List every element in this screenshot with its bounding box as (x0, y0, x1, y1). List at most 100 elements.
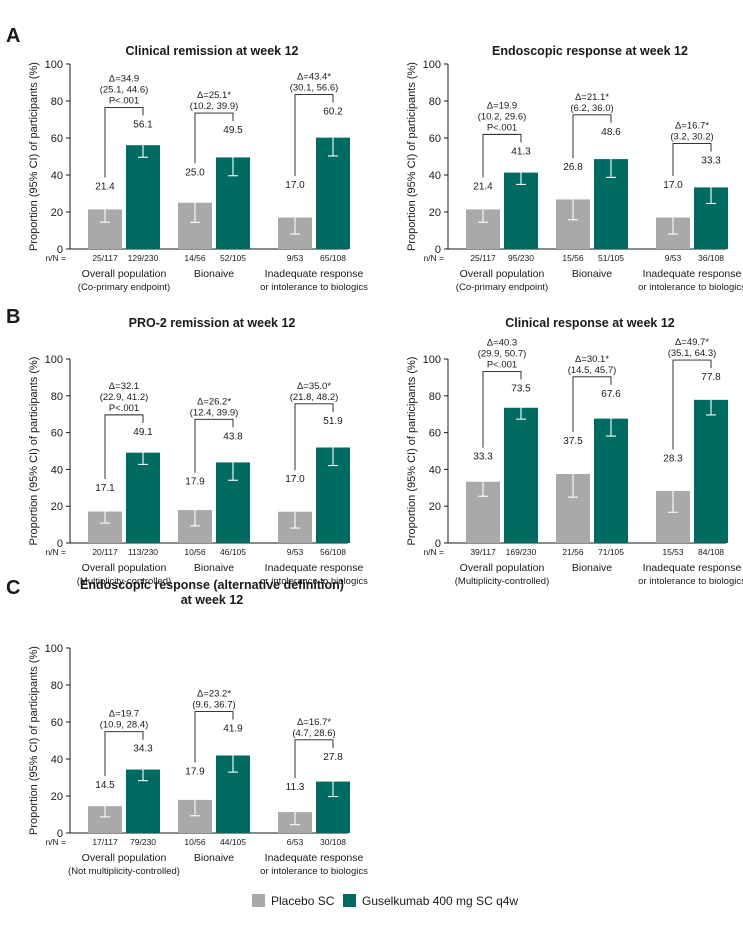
chart-panel-4: Clinical response at week 12 0 20 40 60 80 100… (406, 316, 743, 587)
charts-layer: A Clinical remission at week 12 0 20 40 60 80 1… (6, 25, 743, 877)
data-label: 25.0 (185, 167, 205, 178)
n-label: 113/230 (128, 547, 158, 557)
chart-panel-5: C Endoscopic response (alternative defini… (6, 577, 368, 877)
n-prefix-label: n/N = (423, 547, 444, 557)
y-tick-label: 0 (435, 244, 441, 256)
group-label: (Co-primary endpoint) (78, 282, 170, 293)
chart-title: PRO-2 remission at week 12 (129, 316, 296, 330)
delta-annotation: Δ=49.7* (675, 337, 709, 348)
significance-bracket (572, 376, 612, 432)
n-label: 6/53 (287, 837, 304, 847)
delta-annotation: (22.9, 41.2) (100, 392, 149, 403)
significance-bracket (672, 359, 712, 450)
significance-bracket (104, 414, 144, 480)
y-tick-label: 80 (51, 391, 63, 403)
delta-annotation: (25.1, 44.6) (100, 85, 149, 96)
n-label: 44/105 (220, 837, 246, 847)
delta-annotation: Δ=34.9 (109, 74, 139, 85)
y-tick-label: 100 (45, 643, 63, 655)
n-label: 95/230 (508, 253, 534, 263)
n-prefix-label: n/N = (45, 253, 66, 263)
n-label: 25/117 (470, 253, 496, 263)
delta-annotation: Δ=16.7* (297, 717, 331, 728)
y-tick-label: 40 (51, 170, 63, 182)
n-label: 15/56 (562, 253, 584, 263)
n-label: 169/230 (506, 547, 537, 557)
group-label: Bionaive (194, 852, 234, 864)
chart-panel-3: B PRO-2 remission at week 12 0 20 40 60 80 100 P… (6, 306, 368, 587)
y-tick-label: 60 (51, 717, 63, 729)
group-label: or intolerance to biologics (260, 576, 368, 587)
y-tick-label: 100 (423, 59, 441, 71)
y-tick-label: 0 (57, 244, 63, 256)
bar-guselkumab (126, 452, 160, 543)
group-label: Bionaive (194, 562, 234, 574)
n-label: 9/53 (287, 547, 304, 557)
data-label: 51.9 (323, 416, 343, 427)
data-label: 28.3 (663, 454, 683, 465)
delta-annotation: Δ=43.4* (297, 72, 331, 83)
delta-annotation: Δ=23.2* (197, 689, 231, 700)
group-label: Inadequate response (643, 268, 742, 280)
data-label: 17.9 (185, 477, 205, 488)
group-label: Overall population (460, 268, 545, 280)
delta-annotation: Δ=35.0* (297, 381, 331, 392)
delta-annotation: Δ=40.3 (487, 337, 517, 348)
y-tick-label: 80 (429, 391, 441, 403)
y-tick-label: 0 (57, 828, 63, 840)
group-label: Bionaive (572, 562, 612, 574)
n-label: 14/56 (184, 253, 206, 263)
y-tick-label: 60 (51, 133, 63, 145)
group-label: Inadequate response (265, 562, 364, 574)
data-label: 33.3 (701, 155, 721, 166)
n-label: 51/105 (598, 253, 624, 263)
y-tick-label: 20 (51, 791, 63, 803)
panel-letter: C (6, 577, 20, 599)
legend-label-guselkumab: Guselkumab 400 mg SC q4w (362, 894, 518, 908)
data-label: 73.5 (511, 383, 531, 394)
data-label: 21.4 (473, 182, 493, 193)
y-tick-label: 20 (51, 207, 63, 219)
delta-annotation: P<.001 (487, 359, 517, 370)
chart-title: Endoscopic response (alternative definit… (80, 578, 344, 592)
n-label: 56/108 (320, 547, 346, 557)
data-label: 37.5 (563, 436, 583, 447)
n-prefix-label: n/N = (45, 837, 66, 847)
data-label: 27.8 (323, 752, 343, 763)
data-label: 43.8 (223, 431, 243, 442)
y-tick-label: 100 (45, 59, 63, 71)
y-tick-label: 80 (429, 96, 441, 108)
y-tick-label: 0 (435, 538, 441, 550)
y-tick-label: 100 (45, 354, 63, 366)
delta-annotation: Δ=19.7 (109, 709, 139, 720)
data-label: 14.5 (95, 780, 115, 791)
bar-guselkumab (594, 418, 628, 543)
delta-annotation: Δ=16.7* (675, 120, 709, 131)
n-label: 21/56 (562, 547, 584, 557)
significance-bracket (482, 371, 522, 448)
group-label: or intolerance to biologics (260, 866, 368, 877)
n-label: 15/53 (662, 547, 684, 557)
data-label: 60.2 (323, 107, 343, 118)
delta-annotation: (14.5, 45.7) (568, 365, 617, 376)
delta-annotation: (6.2, 36.0) (570, 103, 613, 114)
delta-annotation: (10.2, 29.6) (478, 111, 527, 122)
data-label: 17.9 (185, 766, 205, 777)
y-axis-label: Proportion (95% CI) of participants (%) (406, 62, 418, 251)
delta-annotation: Δ=30.1* (575, 354, 609, 365)
delta-annotation: P<.001 (487, 122, 517, 133)
bar-guselkumab (694, 399, 728, 543)
significance-bracket (572, 114, 612, 159)
legend-swatch-placebo (252, 894, 265, 907)
panel-letter: B (6, 306, 20, 328)
significance-bracket (194, 711, 234, 763)
chart-title: at week 12 (181, 593, 244, 607)
legend-label-placebo: Placebo SC (271, 894, 335, 908)
n-label: 65/108 (320, 253, 346, 263)
chart-panel-2: Endoscopic response at week 12 0 20 40 60 80 1… (406, 44, 743, 293)
delta-annotation: (30.1, 56.6) (290, 83, 339, 94)
y-tick-label: 60 (51, 428, 63, 440)
significance-bracket (194, 418, 234, 473)
y-tick-label: 80 (51, 680, 63, 692)
